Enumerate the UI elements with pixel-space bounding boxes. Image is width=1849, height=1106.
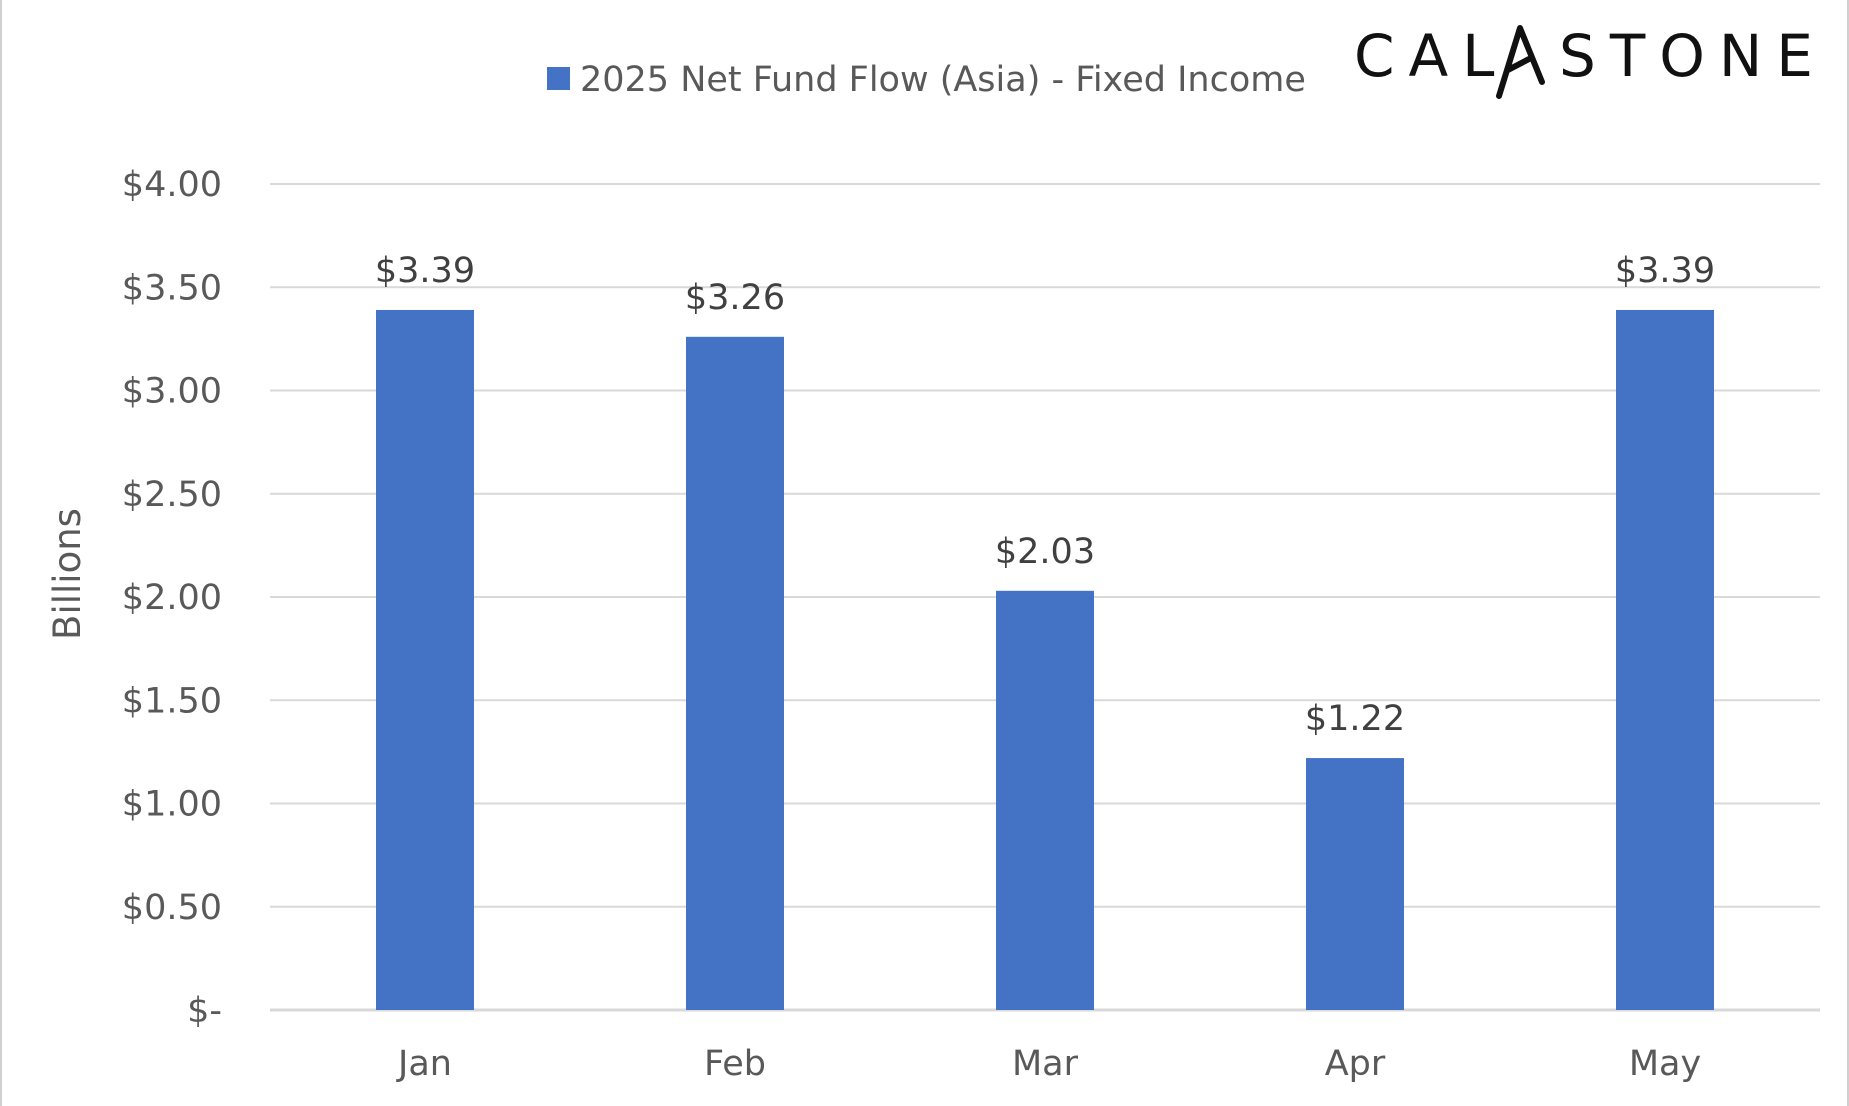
bar-may [1616, 309, 1714, 1011]
x-tick-label-apr: Apr [1325, 1044, 1386, 1084]
y-tick-label: $2.00 [122, 578, 222, 618]
x-tick-label-feb: Feb [704, 1044, 766, 1084]
data-label-may: $3.39 [1615, 251, 1715, 291]
x-tick-label-mar: Mar [1012, 1044, 1079, 1084]
logo-text-left: CAL [1354, 22, 1509, 90]
logo-a-mark [1496, 25, 1545, 99]
data-label-apr: $1.22 [1305, 699, 1405, 739]
legend-swatch [547, 67, 570, 90]
y-axis-tick-labels: $- $0.50 $1.00 $1.50 $2.00 $2.50 $3.00 $3.50 $4.… [122, 165, 222, 1031]
x-axis-tick-labels: Jan Feb Mar Apr May [396, 1044, 1701, 1084]
x-tick-label-may: May [1629, 1044, 1701, 1084]
y-tick-label: $4.00 [122, 165, 222, 205]
legend-label: 2025 Net Fund Flow (Asia) - Fixed Income [580, 60, 1306, 100]
y-tick-label: $- [187, 991, 222, 1031]
legend: 2025 Net Fund Flow (Asia) - Fixed Income [547, 60, 1306, 100]
y-tick-label: $3.00 [122, 372, 222, 412]
y-axis-title: Billions [46, 508, 89, 640]
data-label-jan: $3.39 [375, 251, 475, 291]
data-labels: $3.39 $3.26 $2.03 $1.22 $3.39 [375, 251, 1715, 739]
logo-text-right: STONE [1559, 22, 1827, 90]
y-tick-label: $1.50 [122, 681, 222, 721]
y-tick-label: $0.50 [122, 888, 222, 928]
y-tick-label: $3.50 [122, 268, 222, 308]
data-label-feb: $3.26 [685, 278, 785, 318]
bar-feb [686, 336, 784, 1010]
y-tick-label: $2.50 [122, 475, 222, 515]
y-tick-label: $1.00 [122, 785, 222, 825]
data-label-mar: $2.03 [995, 532, 1095, 572]
bar-apr [1306, 758, 1404, 1010]
x-tick-label-jan: Jan [396, 1044, 452, 1084]
bar-mar [996, 590, 1094, 1010]
bars [376, 309, 1714, 1011]
bar-jan [376, 309, 474, 1011]
calastone-logo: CAL STONE [1354, 22, 1827, 99]
